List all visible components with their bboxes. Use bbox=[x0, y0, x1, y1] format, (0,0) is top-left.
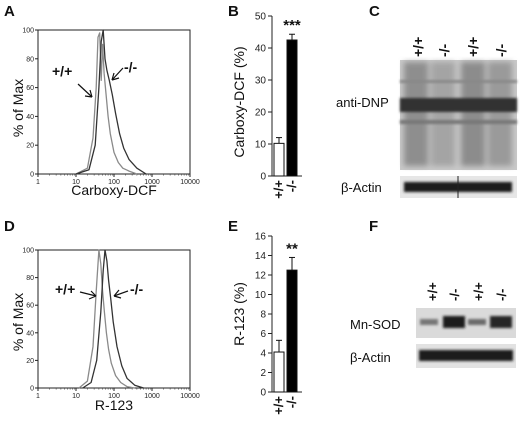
panel-a-ko-label: -/- bbox=[124, 59, 138, 75]
panel-e-y-tick-label: 4 bbox=[260, 349, 266, 360]
panel-d-y-tick-label: 100 bbox=[22, 248, 34, 255]
panel-a-x-tick-label: 1 bbox=[36, 179, 40, 186]
panel-a-x-axis-label: Carboxy-DCF bbox=[71, 182, 157, 198]
panel-d-y-tick-label: 60 bbox=[26, 303, 34, 310]
panel-b-ko-bar bbox=[286, 39, 298, 177]
panel-c-lane-labels: +/+ -/- +/+ -/- bbox=[410, 37, 509, 57]
panel-c-actin-blot bbox=[400, 176, 517, 198]
panel-a-y-tick-label: 0 bbox=[30, 172, 34, 179]
panel-c-lane-4: -/- bbox=[493, 43, 509, 57]
panel-e-category-label: +/+ bbox=[271, 396, 286, 415]
panel-b-wt-bar bbox=[273, 142, 285, 177]
panel-f-lane-4: -/- bbox=[494, 289, 509, 301]
panel-c-label: C bbox=[369, 3, 380, 20]
panel-b-y-tick-label: 0 bbox=[260, 172, 266, 183]
panel-a-plot: 1 10 100 1000 10000 0 20 40 60 80 100 bbox=[22, 28, 200, 187]
panel-a-y-axis-label: % of Max bbox=[10, 79, 26, 137]
panel-b-y-tick-label: 20 bbox=[255, 108, 267, 119]
panel-a-x-tick-label: 10000 bbox=[180, 179, 200, 186]
panel-d-wt-arrow bbox=[79, 291, 97, 297]
panel-a-ko-curve bbox=[75, 29, 147, 175]
panel-a-wt-arrowhead bbox=[84, 89, 93, 98]
panel-e-plot: 0 2 4 6 8 10 12 14 16 +/+-/- ** bbox=[255, 232, 302, 415]
panel-e-y-tick-label: 14 bbox=[255, 251, 267, 262]
panel-c-actin-label: β-Actin bbox=[341, 180, 382, 195]
panel-c-lane-3: +/+ bbox=[465, 37, 481, 57]
panel-e-y-tick-label: 12 bbox=[255, 271, 267, 282]
panel-c-lane-1: +/+ bbox=[410, 37, 426, 57]
panel-a-y-tick-label: 60 bbox=[26, 85, 34, 92]
panel-d-x-tick-label: 1000 bbox=[144, 393, 160, 400]
panel-b-y-tick-label: 30 bbox=[255, 76, 267, 87]
panel-b-y-axis-label: Carboxy-DCF (%) bbox=[231, 46, 247, 157]
panel-d-x-tick-label: 10 bbox=[72, 393, 80, 400]
panel-e-ko-bar bbox=[286, 269, 298, 393]
panel-f-actin-blot bbox=[416, 344, 516, 368]
panel-a-x-tick-label: 100 bbox=[108, 179, 120, 186]
panel-b-y-tick-label: 10 bbox=[255, 140, 267, 151]
panel-b-y-tick-label: 40 bbox=[255, 44, 267, 55]
panel-b-label: B bbox=[228, 3, 239, 20]
panel-e-wt-bar bbox=[273, 351, 285, 393]
panel-c-dnp-blot bbox=[400, 60, 517, 170]
panel-e-y-tick-label: 10 bbox=[255, 290, 267, 301]
panel-e-y-tick-label: 0 bbox=[260, 388, 266, 399]
panel-d-x-tick-label: 1 bbox=[36, 393, 40, 400]
panel-a-y-tick-label: 40 bbox=[26, 114, 34, 121]
panel-a-ko-arrowhead bbox=[111, 72, 120, 81]
panel-b-plot: 0 10 20 30 40 50 +/+-/- *** bbox=[255, 12, 302, 199]
panel-f-lane-1: +/+ bbox=[425, 282, 440, 301]
panel-a-ko-arrow bbox=[111, 67, 124, 81]
panel-d-wt-curve bbox=[78, 249, 135, 389]
panel-d-ko-curve bbox=[82, 249, 144, 389]
panel-d-y-tick-label: 0 bbox=[30, 386, 34, 393]
panel-d-y-tick-label: 20 bbox=[26, 358, 34, 365]
panel-b-significance: *** bbox=[283, 17, 301, 34]
panel-a-label: A bbox=[4, 3, 15, 20]
panel-a-x-tick-label: 1000 bbox=[144, 179, 160, 186]
panel-f-sod-label: Mn-SOD bbox=[350, 317, 401, 332]
panel-a-wt-label: +/+ bbox=[52, 63, 72, 79]
panel-f-label: F bbox=[369, 218, 378, 235]
panel-e-y-tick-label: 2 bbox=[260, 368, 266, 379]
panel-d-ko-label: -/- bbox=[130, 281, 144, 297]
panel-d-x-tick-label: 100 bbox=[108, 393, 120, 400]
panel-a-y-tick-label: 20 bbox=[26, 143, 34, 150]
panel-a-wt-curve bbox=[75, 32, 138, 175]
panel-b-y-tick-label: 50 bbox=[255, 12, 267, 23]
panel-c-dnp-label: anti-DNP bbox=[336, 95, 389, 110]
panel-d-x-tick-label: 10000 bbox=[180, 393, 200, 400]
panel-d-wt-label: +/+ bbox=[55, 281, 75, 297]
panel-d-y-tick-label: 40 bbox=[26, 330, 34, 337]
panel-d-label: D bbox=[4, 218, 15, 235]
panel-c-lane-2: -/- bbox=[436, 43, 452, 57]
panel-e-y-tick-label: 6 bbox=[260, 329, 266, 340]
panel-b-category-label: +/+ bbox=[271, 180, 286, 199]
panel-e-y-tick-label: 16 bbox=[255, 232, 267, 243]
panel-d-ko-arrow bbox=[113, 290, 129, 297]
panel-a-wt-arrow bbox=[77, 83, 93, 98]
panel-e-label: E bbox=[228, 218, 238, 235]
panel-d-wt-arrowhead bbox=[88, 290, 97, 300]
panel-d-plot: 1 10 100 1000 10000 0 20 40 60 80 100 bbox=[22, 248, 200, 401]
panel-e-category-label: -/- bbox=[284, 396, 299, 408]
panel-a-y-tick-label: 100 bbox=[22, 28, 34, 35]
panel-f-lane-2: -/- bbox=[447, 289, 462, 301]
panel-e-y-tick-label: 8 bbox=[260, 310, 266, 321]
panel-d-x-axis-label: R-123 bbox=[95, 397, 133, 413]
panel-f-lane-labels: +/+ -/- +/+ -/- bbox=[425, 282, 509, 301]
panel-a-y-tick-label: 80 bbox=[26, 56, 34, 63]
panel-f-actin-label: β-Actin bbox=[350, 350, 391, 365]
panel-d-ko-arrowhead bbox=[113, 289, 122, 299]
panel-d-y-axis-label: % of Max bbox=[10, 293, 26, 351]
panel-e-significance: ** bbox=[286, 240, 298, 257]
panel-d-frame bbox=[37, 249, 191, 389]
panel-f-sod-blot bbox=[416, 308, 516, 338]
panel-b-category-label: -/- bbox=[284, 180, 299, 192]
panel-d-y-tick-label: 80 bbox=[26, 275, 34, 282]
panel-e-y-axis-label: R-123 (%) bbox=[231, 282, 247, 346]
panel-f-lane-3: +/+ bbox=[471, 282, 486, 301]
panel-a-x-tick-label: 10 bbox=[72, 179, 80, 186]
